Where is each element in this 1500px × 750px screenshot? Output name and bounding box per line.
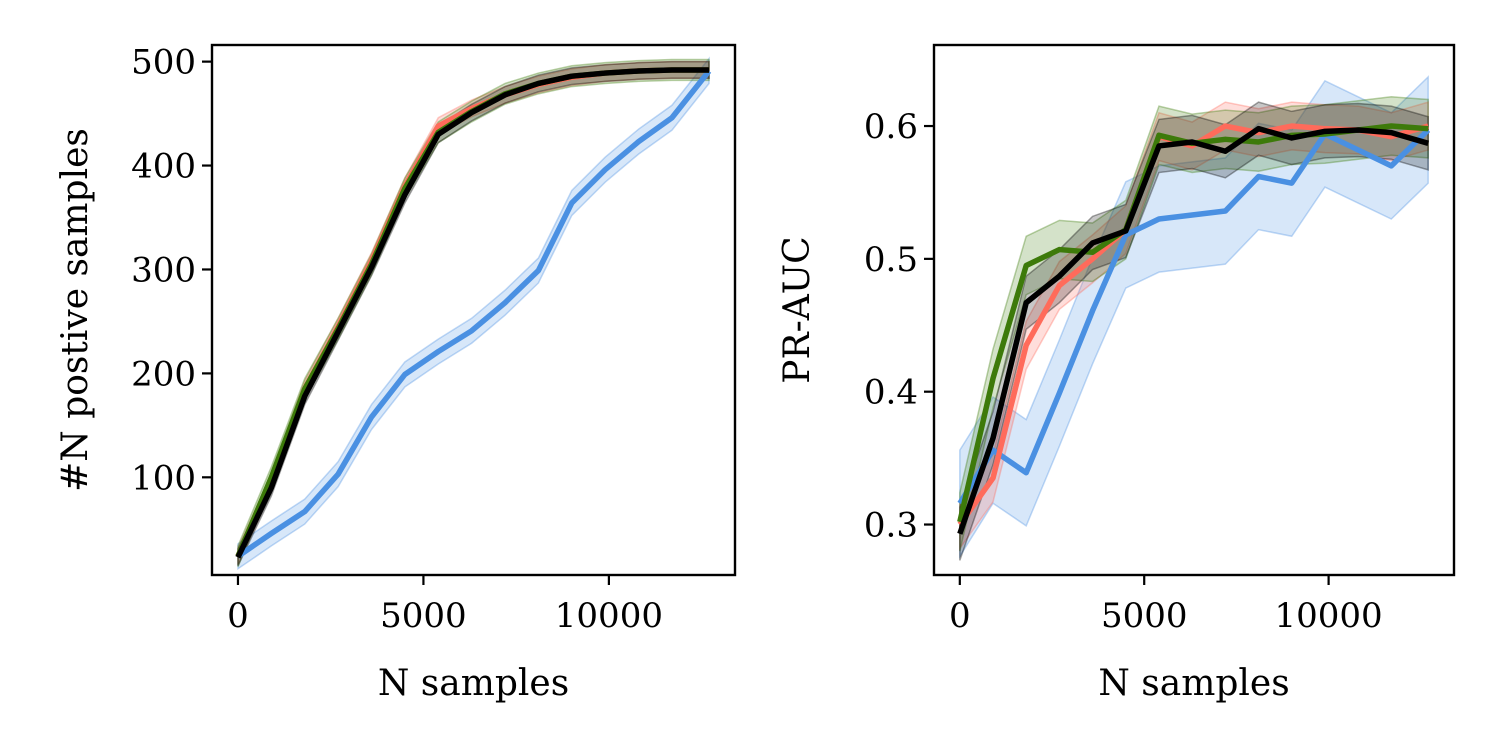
y-tick-label: 300 xyxy=(131,250,196,290)
y-tick-label: 100 xyxy=(131,458,196,498)
y-tick-label: 0.4 xyxy=(864,373,918,413)
y-tick-label: 0.6 xyxy=(864,107,918,147)
y-axis-label: #N postive samples xyxy=(55,128,96,492)
series-3-line xyxy=(957,125,1429,535)
x-axis-label: N samples xyxy=(378,663,569,704)
series-2-band xyxy=(237,58,710,567)
y-tick-label: 0.3 xyxy=(864,506,918,546)
plot-area xyxy=(957,75,1431,561)
x-tick-label: 10000 xyxy=(555,596,663,636)
series-3-line xyxy=(235,67,710,559)
series-2-band xyxy=(959,96,1429,552)
x-axis-label: N samples xyxy=(1098,663,1289,704)
x-tick-label: 10000 xyxy=(1275,596,1383,636)
axes-frame xyxy=(210,43,737,577)
right-plot: 0 5000 10000 0.3 0.4 0.5 0.6 N samples PR-AUC xyxy=(777,43,1456,704)
y-axis-label: PR-AUC xyxy=(777,236,818,383)
x-tick-label: 5000 xyxy=(380,596,467,636)
series-3-band xyxy=(959,101,1429,561)
series-0-band xyxy=(237,56,710,571)
plot-area xyxy=(235,56,712,571)
series-0-line xyxy=(236,69,712,559)
left-plot: 0 5000 10000 100 200 300 400 500 N samples #N pos… xyxy=(55,43,737,704)
y-tick-label: 500 xyxy=(131,43,196,83)
y-tick-label: 0.5 xyxy=(864,240,918,280)
y-tick-label: 400 xyxy=(131,147,196,187)
x-tick-label: 0 xyxy=(227,596,249,636)
axes-frame xyxy=(932,43,1456,577)
series-1-band xyxy=(959,101,1429,551)
y-tick-label: 200 xyxy=(131,354,196,394)
x-tick-label: 0 xyxy=(949,596,971,636)
series-0-band xyxy=(959,75,1429,560)
series-0-line xyxy=(957,128,1431,505)
x-tick-label: 5000 xyxy=(1101,596,1188,636)
